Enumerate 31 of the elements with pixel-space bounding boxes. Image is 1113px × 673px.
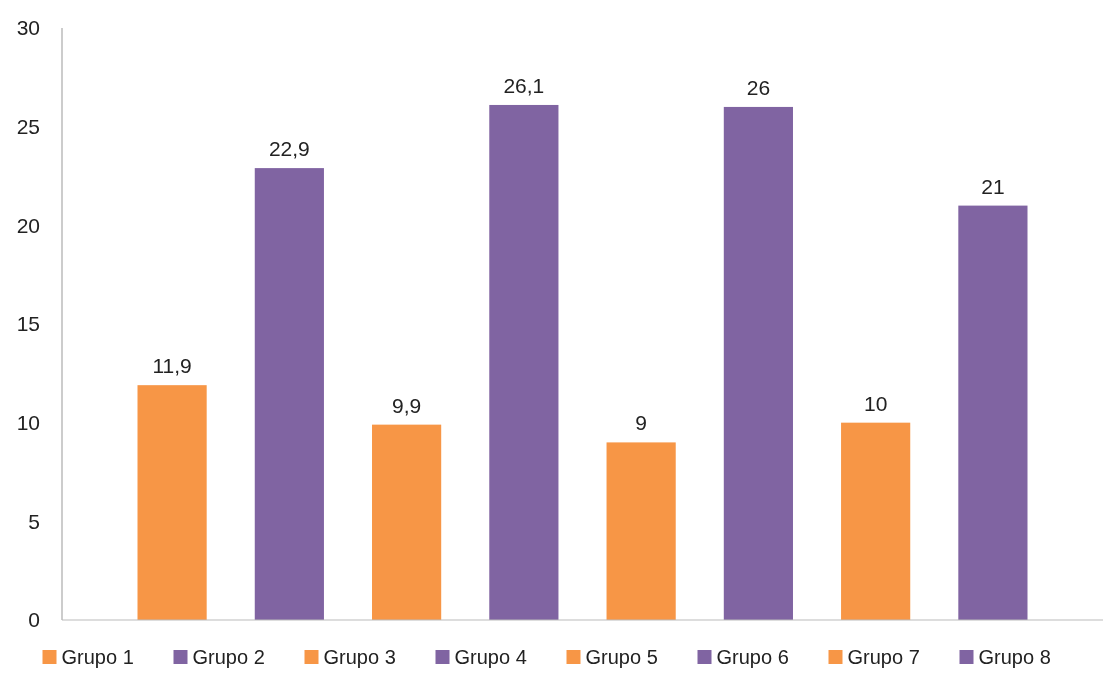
bar: [958, 205, 1028, 620]
legend-label: Grupo 5: [585, 646, 658, 668]
data-label: 26,1: [503, 73, 545, 97]
data-label: 9,9: [392, 393, 422, 417]
y-tick-label: 25: [16, 115, 40, 139]
legend-label: Grupo 2: [192, 646, 265, 668]
bar: [841, 422, 911, 620]
data-label: 22,9: [268, 137, 310, 161]
y-tick-label: 15: [16, 312, 40, 336]
bar: [723, 106, 793, 620]
data-label: 21: [981, 174, 1005, 198]
data-label: 11,9: [152, 354, 192, 378]
y-tick-label: 0: [28, 608, 40, 632]
data-label: 10: [863, 391, 888, 415]
legend-label: Grupo 1: [61, 646, 134, 668]
legend-label: Grupo 6: [716, 646, 789, 668]
bar: [137, 385, 207, 620]
data-label: 26: [746, 75, 771, 99]
bar: [606, 442, 676, 620]
legend-label: Grupo 8: [978, 646, 1051, 668]
bar: [254, 168, 324, 620]
y-tick-label: 30: [16, 16, 40, 40]
bar: [489, 104, 559, 620]
legend-label: Grupo 4: [454, 646, 527, 668]
y-tick-label: 5: [28, 509, 40, 533]
legend-label: Grupo 3: [323, 646, 396, 668]
y-tick-label: 20: [16, 213, 40, 237]
bar: [372, 424, 442, 620]
data-label: 9: [635, 411, 647, 435]
y-tick-label: 10: [16, 411, 40, 435]
legend-label: Grupo 7: [847, 646, 920, 668]
